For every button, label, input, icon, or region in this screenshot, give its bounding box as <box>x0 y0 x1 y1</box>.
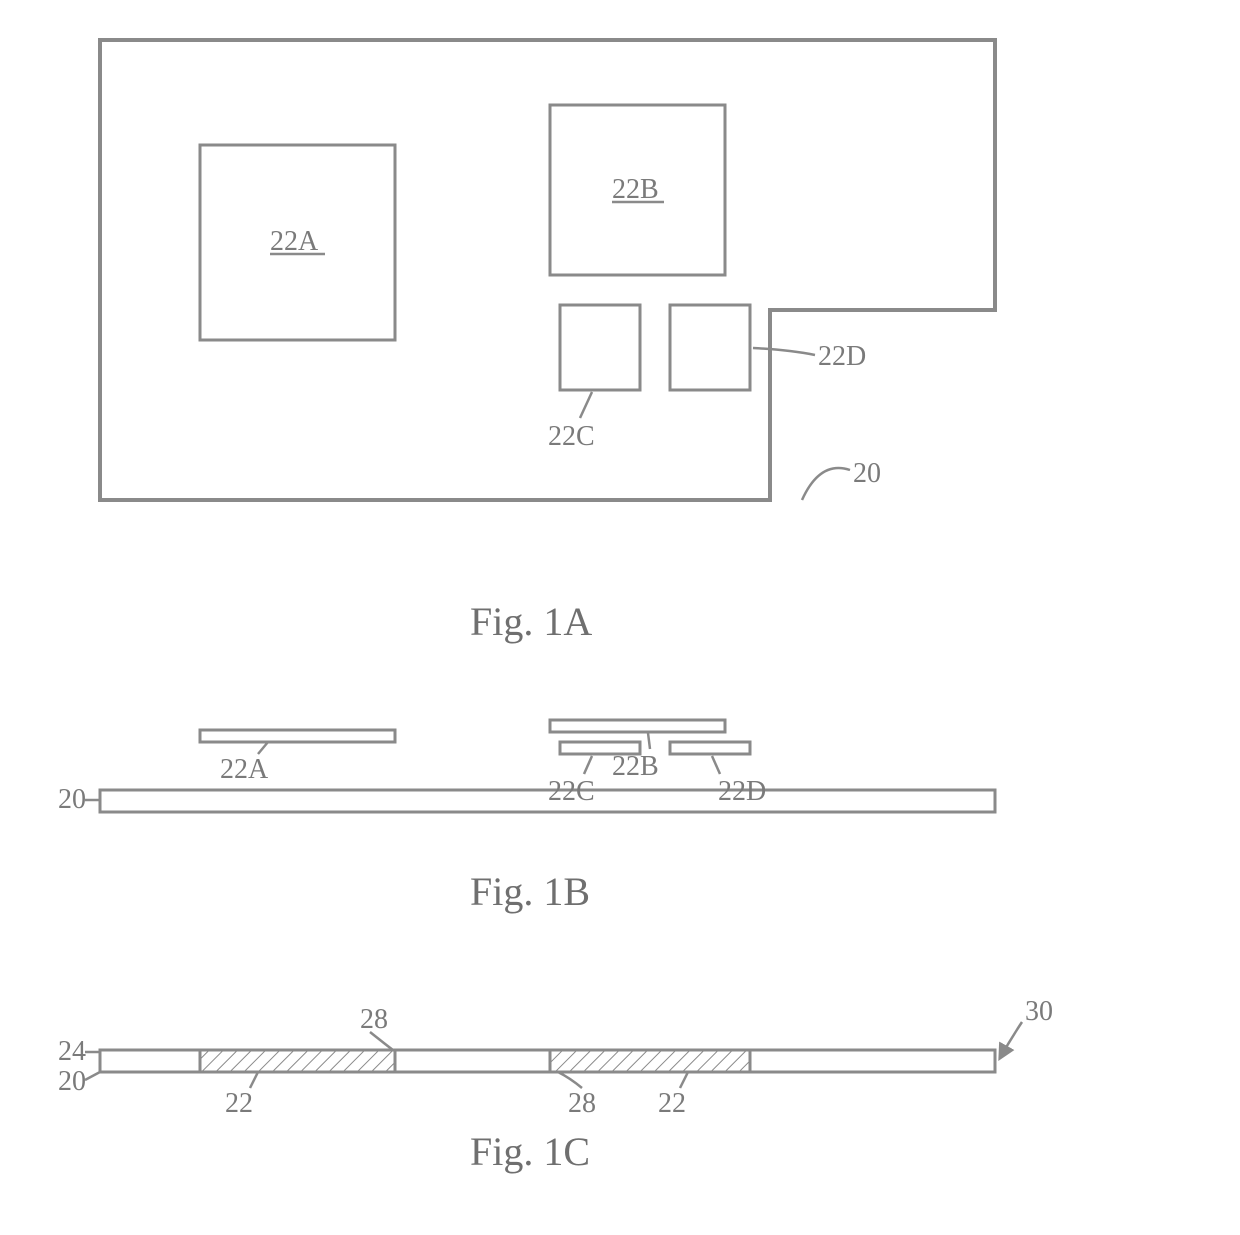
label-1b-20: 20 <box>58 784 86 815</box>
label-22b: 22B <box>612 174 659 205</box>
figure-1c: 24 20 22 28 28 22 30 Fig. 1C <box>58 996 1053 1174</box>
hatch-seg-1 <box>550 1050 750 1072</box>
label-1b-22a: 22A <box>220 754 269 785</box>
patent-figure-svg: 22A 22B 22C 22D 20 Fig. 1A 22A 22B 22C 2… <box>0 0 1240 1235</box>
leader-1c-28-right <box>558 1072 582 1088</box>
label-1b-22b: 22B <box>612 751 659 782</box>
leader-1b-22c <box>584 756 592 774</box>
box-22d <box>670 305 750 390</box>
label-1c-22-right: 22 <box>658 1088 686 1119</box>
label-1c-24: 24 <box>58 1036 86 1067</box>
label-1c-20: 20 <box>58 1066 86 1097</box>
label-1b-22d: 22D <box>718 776 766 807</box>
leader-1c-20 <box>85 1072 100 1080</box>
leader-1c-30 <box>1000 1022 1022 1058</box>
label-1b-22c: 22C <box>548 776 595 807</box>
caption-1c: Fig. 1C <box>470 1129 590 1174</box>
leader-1b-22d <box>712 756 720 774</box>
leader-22d <box>753 348 815 355</box>
label-1c-28-left: 28 <box>360 1004 388 1035</box>
chip-22b <box>550 720 725 732</box>
leader-1b-22a <box>258 742 268 754</box>
leader-1b-22b <box>648 733 650 749</box>
box-22c <box>560 305 640 390</box>
label-1c-30: 30 <box>1025 996 1053 1027</box>
label-1a-20: 20 <box>853 458 881 489</box>
caption-1a: Fig. 1A <box>470 599 592 644</box>
leader-1a-20 <box>802 468 850 500</box>
label-22a: 22A <box>270 226 319 257</box>
caption-1b: Fig. 1B <box>470 869 590 914</box>
label-22d: 22D <box>818 341 866 372</box>
chip-22a <box>200 730 395 742</box>
figure-1b: 22A 22B 22C 22D 20 Fig. 1B <box>58 720 995 914</box>
leader-1c-22-left <box>250 1072 258 1088</box>
leader-1c-22-right <box>680 1072 688 1088</box>
label-1c-28-right: 28 <box>568 1088 596 1119</box>
label-1c-22-left: 22 <box>225 1088 253 1119</box>
label-22c: 22C <box>548 421 595 452</box>
leader-22c <box>580 392 592 418</box>
chip-22d <box>670 742 750 754</box>
figure-1a: 22A 22B 22C 22D 20 Fig. 1A <box>100 40 995 644</box>
hatch-seg-0 <box>200 1050 395 1072</box>
